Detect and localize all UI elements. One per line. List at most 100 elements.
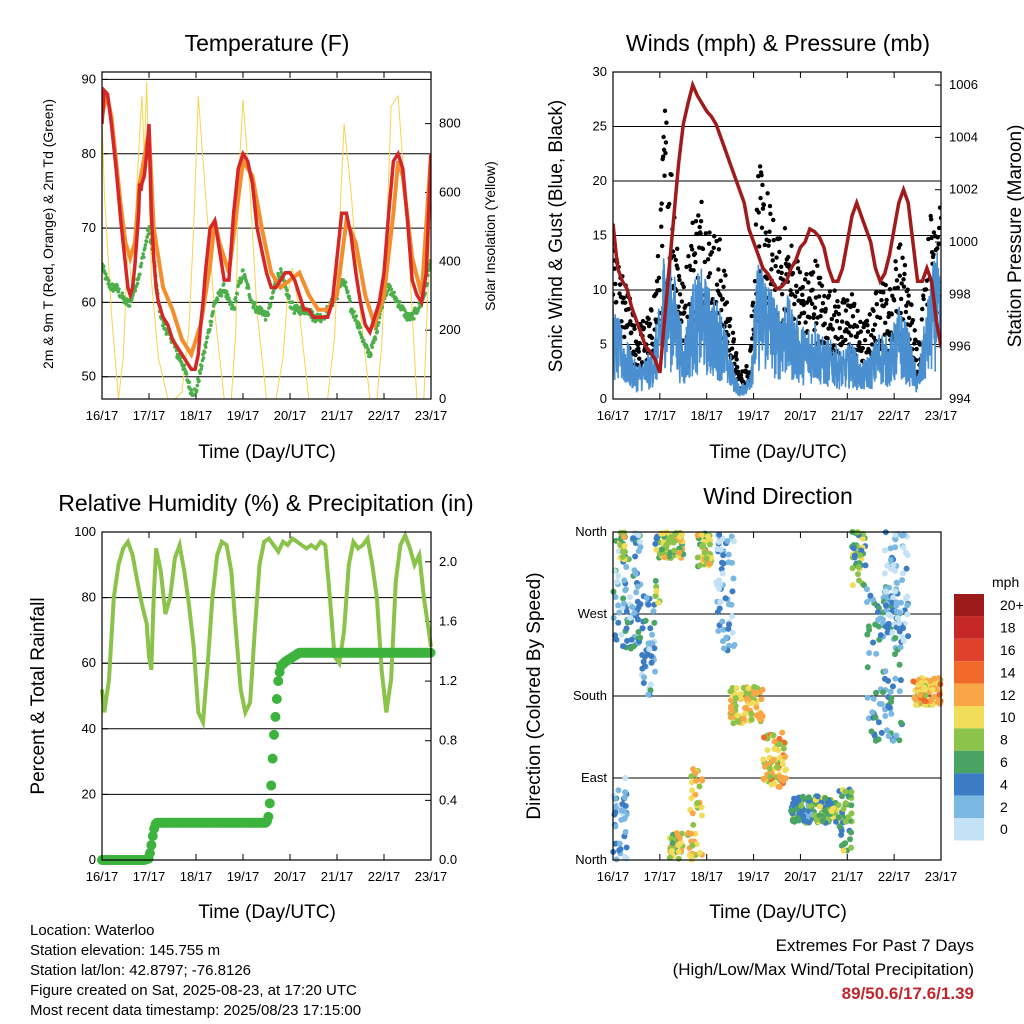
gust-point: [617, 291, 622, 296]
direction-point: [621, 807, 628, 814]
direction-point: [645, 601, 652, 608]
direction-point: [630, 535, 637, 542]
direction-point: [717, 580, 724, 587]
direction-point: [753, 704, 760, 711]
colorbar-title: mph: [992, 574, 1019, 590]
dewpoint-point: [346, 289, 350, 294]
direction-point: [669, 840, 676, 847]
gust-point: [836, 304, 841, 309]
gust-point: [931, 230, 937, 235]
direction-point: [879, 616, 886, 623]
direction-point: [894, 615, 901, 622]
direction-point: [890, 737, 897, 744]
gust-point: [687, 263, 693, 269]
gust-point: [705, 257, 711, 262]
dewpoint-point: [348, 299, 352, 304]
gust-point: [820, 301, 826, 306]
dewpoint-point: [287, 294, 292, 299]
direction-point: [689, 787, 696, 794]
dewpoint-point: [143, 243, 148, 247]
direction-point: [758, 696, 765, 703]
direction-point: [674, 830, 681, 837]
direction-point: [892, 531, 899, 538]
direction-point: [896, 620, 903, 627]
direction-point: [887, 556, 894, 563]
y-tick-label: 30: [593, 64, 607, 79]
gust-point: [734, 351, 739, 356]
direction-point: [688, 773, 695, 780]
gust-point: [752, 278, 758, 284]
dewpoint-point: [135, 281, 140, 286]
y-tick-label: 20: [82, 786, 96, 801]
gust-point: [839, 334, 844, 340]
gust-point: [686, 253, 691, 259]
gust-point: [621, 295, 626, 300]
gust-point: [773, 263, 778, 269]
direction-point: [719, 618, 726, 625]
direction-point: [850, 545, 857, 552]
gust-point: [864, 318, 870, 324]
dewpoint-point: [202, 350, 207, 355]
temperature-series: [102, 82, 431, 399]
dewpoint-point: [259, 306, 264, 311]
colorbar-swatch: [954, 616, 984, 639]
gust-point: [867, 312, 872, 317]
dewpoint-point: [207, 327, 212, 332]
direction-point: [642, 617, 649, 624]
gust-point: [914, 346, 919, 352]
direction-point: [618, 816, 625, 823]
direction-point: [838, 793, 845, 800]
direction-point: [732, 695, 739, 702]
y2-tick-label: 996: [949, 339, 971, 354]
direction-point: [777, 754, 784, 761]
y-tick-label: West: [578, 606, 608, 621]
direction-point: [929, 686, 936, 693]
gust-point: [654, 279, 660, 284]
direction-point: [686, 852, 693, 859]
direction-point: [774, 764, 781, 771]
direction-point: [822, 795, 829, 802]
direction-point: [621, 794, 628, 801]
gust-point: [706, 241, 712, 246]
gust-point: [614, 299, 619, 305]
colorbar-label: 6: [1000, 754, 1008, 770]
gust-point: [900, 255, 905, 261]
direction-point: [616, 609, 623, 616]
direction-point: [897, 644, 904, 651]
dewpoint-point: [139, 261, 144, 266]
direction-point: [848, 829, 855, 836]
x-tick-label: 18/17: [690, 869, 723, 884]
gust-point: [898, 296, 904, 302]
direction-point: [767, 773, 774, 780]
x-tick-label: 17/17: [133, 869, 166, 884]
y2-tick-label: 800: [439, 116, 461, 131]
dewpoint-point: [285, 288, 289, 293]
gust-point: [628, 319, 633, 324]
gust-point: [854, 334, 859, 340]
dewpoint-point: [411, 311, 416, 316]
gust-point: [827, 289, 833, 294]
direction-point: [840, 806, 847, 813]
gust-point: [903, 309, 909, 315]
gust-point: [846, 330, 851, 335]
gust-point: [905, 287, 910, 292]
x-tick-label: 20/17: [784, 408, 817, 423]
precip-point: [146, 840, 157, 851]
direction-point: [704, 533, 711, 540]
dewpoint-point: [137, 272, 142, 277]
direction-point: [819, 817, 826, 824]
gust-point: [762, 242, 768, 248]
direction-point: [863, 586, 870, 593]
direction-point: [626, 594, 633, 601]
direction-point: [847, 836, 854, 843]
gust-point: [795, 266, 801, 271]
gust-point: [898, 242, 903, 247]
dewpoint-point: [358, 325, 363, 330]
y-tick-label: 15: [593, 228, 607, 243]
gust-point: [871, 308, 876, 314]
humidity-title: Relative Humidity (%) & Precipitation (i…: [58, 490, 473, 516]
gust-point: [891, 298, 897, 303]
direction-point: [813, 816, 820, 823]
gust-point: [689, 247, 695, 252]
y-tick-label: North: [575, 524, 607, 539]
